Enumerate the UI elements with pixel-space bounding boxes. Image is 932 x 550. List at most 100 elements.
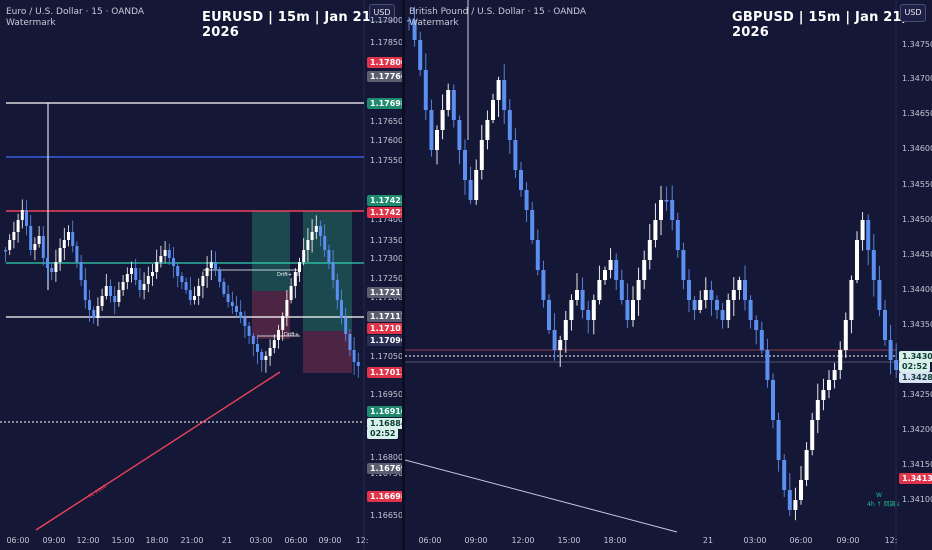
corner-label-line2: 4h ↑ 回調↓: [867, 501, 901, 508]
candle-body: [771, 380, 775, 420]
price-badge: 1.16910: [367, 406, 402, 417]
candle-body: [418, 40, 423, 70]
candle-body: [62, 240, 66, 248]
price-badge: 1.17013: [367, 367, 402, 378]
trend-line: [405, 459, 678, 533]
candle-body: [664, 200, 669, 202]
candle-body: [50, 268, 54, 272]
candle-body: [726, 300, 731, 320]
candle-body: [306, 240, 310, 250]
price-badge: 1.34306: [899, 351, 932, 362]
candle-body: [827, 380, 831, 390]
candle-body: [146, 276, 150, 284]
eurusd-chart-pane[interactable]: Drift+ 98 Drift+ PL 2060 Euro / U.S. Dolla…: [0, 0, 402, 550]
candle-body: [547, 300, 551, 330]
long-target-zone: [252, 211, 290, 291]
candle-body: [715, 300, 719, 310]
candle-body: [92, 310, 96, 318]
eurusd-candles: [4, 199, 360, 378]
time-tick-label: 03:00: [743, 536, 767, 545]
candle-body: [866, 220, 871, 250]
candle-body: [239, 312, 243, 318]
price-badge: 1.17096: [367, 335, 402, 346]
short-target-zone: [303, 211, 352, 331]
candle-body: [285, 300, 289, 316]
gbpusd-plot[interactable]: [405, 0, 932, 550]
time-tick-label: 21: [702, 536, 714, 545]
candle-body: [625, 300, 630, 320]
candle-body: [619, 280, 624, 300]
candle-body: [451, 90, 456, 120]
gbpusd-chart-pane[interactable]: British Pound / U.S. Dollar · 15 · OANDA…: [405, 0, 932, 550]
price-tick-label: 1.34550: [902, 180, 932, 189]
candle-body: [104, 286, 108, 296]
candle-body: [37, 236, 41, 244]
candle-body: [71, 232, 75, 246]
candle-body: [782, 460, 787, 490]
price-tick-label: 1.17600: [370, 136, 402, 145]
candle-body: [552, 330, 557, 350]
candle-body: [323, 236, 327, 250]
candle-body: [222, 282, 226, 294]
price-tick-label: 1.34200: [902, 425, 932, 434]
candle-body: [247, 326, 251, 336]
price-tick-label: 1.16800: [370, 453, 402, 462]
price-badge: 1.17422: [367, 207, 402, 218]
price-tick-label: 1.34650: [902, 109, 932, 118]
candle-body: [8, 240, 12, 250]
candle-body: [138, 280, 142, 290]
price-badge: 1.34134: [899, 473, 932, 484]
candle-body: [96, 306, 100, 318]
price-tick-label: 1.16950: [370, 390, 402, 399]
candle-body: [155, 262, 159, 272]
candle-body: [172, 258, 175, 266]
price-badge: 1.17698: [367, 98, 402, 109]
candle-body: [580, 290, 585, 310]
candle-body: [675, 220, 680, 250]
candle-body: [12, 232, 16, 240]
candle-body: [117, 290, 121, 302]
candle-body: [631, 300, 635, 320]
candle-body: [83, 280, 87, 300]
candle-body: [496, 80, 501, 100]
price-badge: 1.16698: [367, 491, 402, 502]
candle-body: [429, 110, 434, 150]
eurusd-currency-button[interactable]: USD: [369, 4, 395, 22]
gbpusd-currency-button[interactable]: USD: [900, 4, 926, 22]
candle-body: [193, 296, 196, 300]
candle-body: [558, 340, 563, 350]
candle-body: [289, 286, 293, 300]
price-tick-label: 1.34400: [902, 285, 932, 294]
trend-line-red: [35, 371, 281, 531]
candle-body: [184, 282, 188, 290]
candle-body: [100, 296, 104, 306]
price-tick-label: 1.17900: [370, 16, 402, 25]
candle-body: [681, 250, 686, 280]
candle-body: [877, 280, 882, 310]
price-tick-label: 1.17050: [370, 352, 402, 361]
time-tick-label: 06:00: [789, 536, 813, 545]
candle-body: [423, 70, 428, 110]
candle-body: [407, 20, 411, 22]
price-badge: 1.17423: [367, 195, 402, 206]
price-tick-label: 1.34150: [902, 460, 932, 469]
candle-body: [197, 286, 201, 296]
candle-body: [474, 170, 479, 200]
candle-body: [759, 330, 764, 350]
price-axis-bg: [364, 0, 402, 550]
candle-body: [440, 110, 445, 130]
candle-body: [479, 140, 484, 170]
candle-body: [754, 320, 759, 330]
candle-body: [446, 90, 451, 110]
eurusd-plot[interactable]: Drift+ 98 Drift+ PL 2060: [0, 0, 402, 550]
candle-body: [743, 280, 747, 300]
candle-body: [748, 300, 753, 320]
candle-body: [335, 280, 339, 300]
price-axis-bg: [896, 0, 932, 550]
candle-body: [167, 250, 171, 258]
price-badge: 02:52: [367, 428, 399, 439]
candle-body: [348, 334, 352, 350]
candle-body: [765, 350, 770, 380]
candle-body: [586, 310, 591, 320]
pane-divider[interactable]: [402, 0, 405, 550]
